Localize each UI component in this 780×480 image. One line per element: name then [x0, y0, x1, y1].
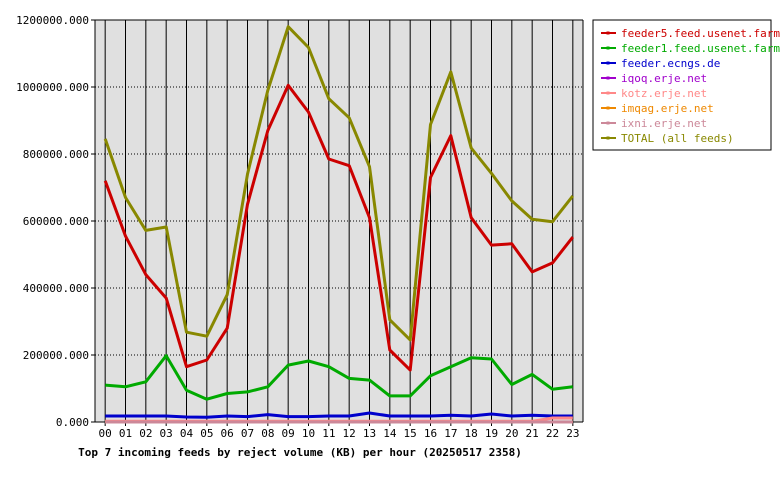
y-tick-label: 200000.000: [23, 349, 89, 362]
y-tick-label: 0.000: [56, 416, 89, 429]
series-line-feeder1-feed-usenet-farm: [105, 354, 573, 401]
x-tick-label: 08: [261, 427, 274, 440]
x-tick-label: 03: [160, 427, 173, 440]
x-tick-label: 12: [343, 427, 356, 440]
x-tick-label: 01: [119, 427, 132, 440]
x-tick-label: 14: [383, 427, 397, 440]
y-tick-label: 1000000.000: [16, 81, 89, 94]
series-lines: [103, 25, 574, 424]
x-tick-label: 15: [404, 427, 417, 440]
legend-entry-kotz-erje-net: kotz.erje.net: [621, 87, 707, 100]
x-tick-label: 22: [546, 427, 559, 440]
x-tick-label: 06: [221, 427, 234, 440]
x-tick-label: 16: [424, 427, 437, 440]
legend-entry-imqag-erje-net: imqag.erje.net: [621, 102, 714, 115]
legend-marker-feeder5-feed-usenet-farm: [606, 31, 610, 35]
x-tick-label: 13: [363, 427, 376, 440]
x-tick-label: 19: [485, 427, 498, 440]
x-tick-label: 05: [200, 427, 213, 440]
series-line-feeder-ecngs-de: [105, 411, 573, 419]
x-tick-label: 21: [526, 427, 539, 440]
y-tick-labels: 0.000 200000.000 400000.000 600000.000 80000…: [16, 14, 89, 429]
x-tick-label: 02: [139, 427, 152, 440]
x-tick-label: 10: [302, 427, 315, 440]
legend-entry-total-all-feeds: TOTAL (all feeds): [621, 132, 734, 145]
x-tick-label: 04: [180, 427, 194, 440]
chart-title: Top 7 incoming feeds by reject volume (K…: [78, 446, 522, 459]
legend: feeder5.feed.usenet.farm feeder1.feed.use…: [592, 19, 780, 151]
legend-entry-feeder1-feed-usenet-farm: feeder1.feed.usenet.farm: [621, 42, 780, 55]
legend-marker-ixni-erje-net: [606, 121, 610, 125]
y-tick-label: 1200000.000: [16, 14, 89, 27]
x-tick-label: 20: [505, 427, 518, 440]
x-tick-label: 11: [322, 427, 335, 440]
series-line-feeder5-feed-usenet-farm: [103, 83, 574, 372]
legend-entry-iqoq-erje-net: iqoq.erje.net: [621, 72, 707, 85]
legend-box: [592, 19, 772, 151]
legend-marker-kotz-erje-net: [606, 91, 610, 95]
legend-entry-feeder-ecngs-de: feeder.ecngs.de: [621, 57, 720, 70]
x-tick-label: 23: [566, 427, 579, 440]
x-tick-label: 09: [282, 427, 295, 440]
legend-marker-feeder-ecngs-de: [606, 61, 610, 65]
legend-entry-feeder5-feed-usenet-farm: feeder5.feed.usenet.farm: [621, 27, 780, 40]
x-tick-label: 18: [465, 427, 478, 440]
y-tick-label: 400000.000: [23, 282, 89, 295]
legend-marker-total-all-feeds: [606, 136, 610, 140]
legend-marker-imqag-erje-net: [606, 106, 610, 110]
legend-entry-ixni-erje-net: ixni.erje.net: [621, 117, 707, 130]
x-tick-label: 00: [99, 427, 112, 440]
y-tick-label: 800000.000: [23, 148, 89, 161]
series-line-total-all-feeds: [103, 25, 574, 342]
legend-marker-iqoq-erje-net: [606, 76, 610, 80]
x-tick-label: 07: [241, 427, 254, 440]
y-tick-label: 600000.000: [23, 215, 89, 228]
legend-marker-feeder1-feed-usenet-farm: [606, 46, 610, 50]
x-tick-label: 17: [444, 427, 457, 440]
x-tick-labels: 00 01 02 03 04 05 06 07 08 09 10 11 12 13 14 15 16 17 18 19…: [99, 427, 580, 440]
